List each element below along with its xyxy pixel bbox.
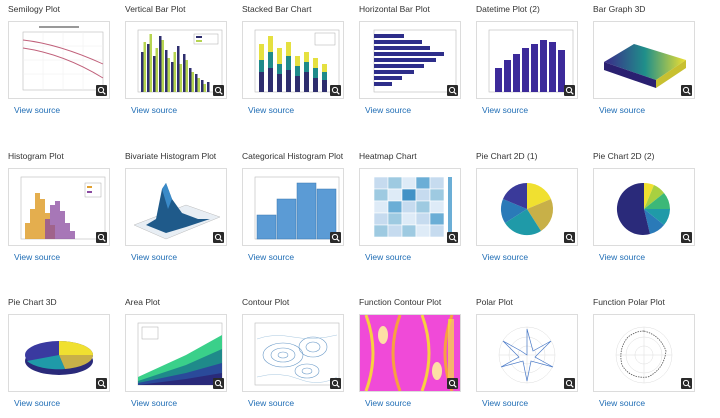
horizontal-bar-plot-thumbnail[interactable] (359, 21, 461, 99)
contour-plot-thumbnail[interactable] (242, 314, 344, 392)
item-title: Pie Chart 2D (2) (593, 151, 655, 161)
zoom-icon[interactable] (447, 85, 458, 96)
pie-chart-2d-thumbnail[interactable] (593, 168, 695, 246)
stacked-bar-chart-thumbnail[interactable] (242, 21, 344, 99)
semilogy-plot-thumbnail[interactable] (8, 21, 110, 99)
item-title: Pie Chart 2D (1) (476, 151, 538, 161)
pie-chart-3d-thumbnail[interactable] (8, 314, 110, 392)
item-title: Stacked Bar Chart (242, 4, 312, 14)
heatmap-chart-thumbnail[interactable] (359, 168, 461, 246)
item-title: Vertical Bar Plot (125, 4, 186, 14)
item-title: Horizontal Bar Plot (359, 4, 430, 14)
area-plot-thumbnail[interactable] (125, 314, 227, 392)
view-source-link[interactable]: View source (365, 398, 412, 408)
zoom-icon[interactable] (447, 378, 458, 389)
zoom-icon[interactable] (564, 232, 575, 243)
zoom-icon[interactable] (330, 232, 341, 243)
zoom-icon[interactable] (564, 378, 575, 389)
zoom-icon[interactable] (564, 85, 575, 96)
item-title: Function Contour Plot (359, 297, 442, 307)
pie-chart-2d-thumbnail[interactable] (476, 168, 578, 246)
item-title: Contour Plot (242, 297, 290, 307)
datetime-plot-thumbnail[interactable] (476, 21, 578, 99)
zoom-icon[interactable] (681, 378, 692, 389)
zoom-icon[interactable] (96, 378, 107, 389)
view-source-link[interactable]: View source (248, 252, 295, 262)
view-source-link[interactable]: View source (14, 252, 61, 262)
item-title: Heatmap Chart (359, 151, 417, 161)
zoom-icon[interactable] (681, 232, 692, 243)
zoom-icon[interactable] (330, 85, 341, 96)
item-title: Area Plot (125, 297, 160, 307)
categorical-histogram-plot-thumbnail[interactable] (242, 168, 344, 246)
zoom-icon[interactable] (96, 232, 107, 243)
item-title: Histogram Plot (8, 151, 64, 161)
zoom-icon[interactable] (330, 378, 341, 389)
bar-graph-3d-thumbnail[interactable] (593, 21, 695, 99)
view-source-link[interactable]: View source (365, 252, 412, 262)
item-title: Semilogy Plot (8, 4, 60, 14)
zoom-icon[interactable] (681, 85, 692, 96)
vertical-bar-plot-thumbnail[interactable] (125, 21, 227, 99)
item-title: Bivariate Histogram Plot (125, 151, 217, 161)
item-title: Categorical Histogram Plot (242, 151, 344, 161)
view-source-link[interactable]: View source (14, 398, 61, 408)
view-source-link[interactable]: View source (248, 398, 295, 408)
view-source-link[interactable]: View source (365, 105, 412, 115)
zoom-icon[interactable] (213, 85, 224, 96)
item-title: Function Polar Plot (593, 297, 665, 307)
view-source-link[interactable]: View source (599, 398, 646, 408)
view-source-link[interactable]: View source (131, 252, 178, 262)
view-source-link[interactable]: View source (599, 105, 646, 115)
view-source-link[interactable]: View source (482, 398, 529, 408)
item-title: Bar Graph 3D (593, 4, 646, 14)
item-title: Pie Chart 3D (8, 297, 57, 307)
item-title: Datetime Plot (2) (476, 4, 540, 14)
zoom-icon[interactable] (447, 232, 458, 243)
view-source-link[interactable]: View source (482, 252, 529, 262)
zoom-icon[interactable] (96, 85, 107, 96)
item-title: Polar Plot (476, 297, 513, 307)
zoom-icon[interactable] (213, 232, 224, 243)
function-polar-plot-thumbnail[interactable] (593, 314, 695, 392)
function-contour-plot-thumbnail[interactable] (359, 314, 461, 392)
view-source-link[interactable]: View source (482, 105, 529, 115)
view-source-link[interactable]: View source (14, 105, 61, 115)
bivariate-histogram-plot-thumbnail[interactable] (125, 168, 227, 246)
zoom-icon[interactable] (213, 378, 224, 389)
view-source-link[interactable]: View source (131, 105, 178, 115)
view-source-link[interactable]: View source (599, 252, 646, 262)
view-source-link[interactable]: View source (248, 105, 295, 115)
histogram-plot-thumbnail[interactable] (8, 168, 110, 246)
view-source-link[interactable]: View source (131, 398, 178, 408)
polar-plot-thumbnail[interactable] (476, 314, 578, 392)
